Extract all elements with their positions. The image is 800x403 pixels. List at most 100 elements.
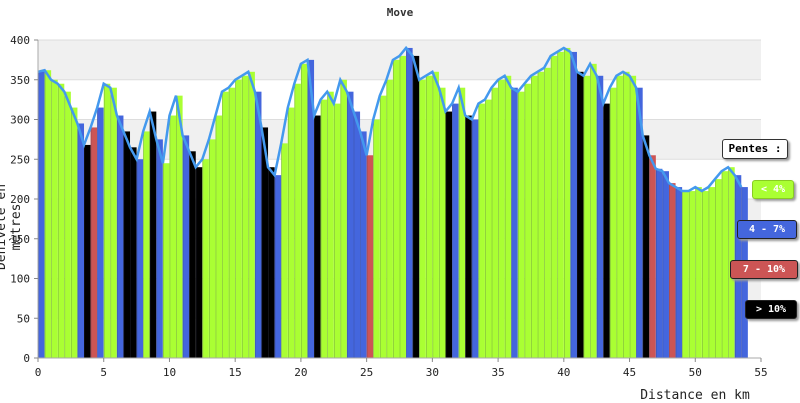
x-tick-label: 15 — [229, 366, 242, 379]
slope-bar — [714, 179, 722, 358]
slope-bar — [445, 111, 453, 358]
slope-bar — [110, 87, 117, 358]
slope-bar — [208, 139, 216, 358]
slope-bar — [471, 119, 479, 358]
slope-bar — [235, 79, 242, 358]
slope-bar — [64, 91, 71, 359]
slope-bar — [51, 79, 58, 358]
slope-bar — [70, 107, 78, 358]
x-tick-label: 20 — [294, 366, 307, 379]
slope-bars — [38, 47, 748, 359]
y-tick-label: 200 — [10, 193, 30, 206]
profile-line — [37, 45, 743, 193]
slope-bar — [156, 139, 163, 358]
chart-title: Move — [386, 6, 414, 19]
slope-bar — [609, 87, 617, 358]
y-tick-label: 250 — [10, 153, 30, 166]
slope-bar — [668, 183, 676, 358]
slope-bar — [366, 155, 374, 358]
elevation-line — [37, 45, 743, 193]
slope-bar — [655, 168, 663, 358]
slope-bar — [419, 79, 426, 358]
slope-bar — [261, 127, 269, 358]
slope-bar — [268, 167, 275, 358]
legend-item-4-7: 4 - 7% — [737, 220, 797, 239]
slope-bar — [162, 163, 170, 358]
slope-bar — [320, 99, 328, 358]
slope-bar — [373, 119, 380, 358]
x-tick-label: 30 — [426, 366, 439, 379]
y-tick-label: 100 — [10, 273, 30, 286]
slope-bar — [452, 103, 459, 358]
slope-bar — [524, 83, 531, 358]
x-tick-label: 45 — [623, 366, 636, 379]
slope-bar — [583, 75, 591, 359]
slope-bar — [629, 75, 637, 359]
slope-bar — [327, 91, 334, 359]
legend-title: Pentes : — [722, 139, 788, 159]
slope-bar — [478, 103, 485, 358]
slope-bar — [340, 79, 347, 358]
slope-bar — [44, 70, 52, 359]
slope-bar — [222, 91, 229, 359]
slope-bar — [649, 155, 656, 358]
slope-bar — [425, 75, 433, 359]
y-tick-label: 150 — [10, 233, 30, 246]
y-tick-labels: 0 50 100 150 200 250 300 350 400 — [10, 34, 30, 365]
slope-bar — [103, 83, 111, 358]
slope-bar — [116, 115, 124, 359]
slope-bar — [596, 75, 604, 359]
slope-bar — [149, 111, 157, 358]
slope-bar — [498, 79, 505, 358]
slope-bar — [570, 51, 577, 359]
slope-bar — [590, 63, 597, 358]
slope-bar — [563, 47, 571, 358]
slope-bar — [636, 87, 643, 358]
slope-bar — [537, 71, 545, 359]
slope-bar — [353, 111, 361, 358]
slope-bar — [399, 55, 407, 359]
slope-bar — [576, 71, 584, 359]
x-tick-label: 55 — [754, 366, 767, 379]
slope-bar — [616, 75, 623, 359]
x-tick-label: 10 — [163, 366, 176, 379]
slope-bar — [77, 123, 85, 358]
slope-bar — [248, 71, 255, 359]
y-tick-label: 300 — [10, 114, 30, 127]
slope-bar — [517, 91, 525, 359]
slope-bar — [314, 115, 321, 359]
slope-bar — [90, 127, 98, 358]
slope-bar — [406, 47, 413, 358]
slope-bar — [38, 71, 45, 359]
y-tick-label: 350 — [10, 74, 30, 87]
slope-bar — [84, 144, 91, 358]
x-axis-label: Distance en km — [640, 388, 750, 403]
slope-bar — [189, 151, 196, 358]
slope-bar — [360, 131, 367, 358]
slope-bar — [550, 55, 558, 359]
slope-bar — [412, 55, 420, 359]
slope-bar — [484, 99, 492, 358]
legend-item-7-10: 7 - 10% — [730, 260, 798, 279]
slope-bar — [511, 87, 518, 358]
slope-bar — [544, 67, 551, 358]
slope-bar — [195, 167, 203, 358]
slope-bar — [274, 175, 282, 358]
slope-bar — [333, 103, 341, 358]
slope-bar — [123, 131, 131, 358]
slope-bar — [176, 95, 183, 359]
slope-bar — [136, 159, 144, 358]
slope-bar — [130, 147, 137, 358]
slope-bar — [603, 103, 610, 358]
slope-bar — [622, 71, 630, 359]
slope-bar — [228, 87, 236, 358]
slope-bar — [57, 83, 65, 358]
legend-item-over-10: > 10% — [745, 300, 797, 319]
slope-bar — [379, 95, 387, 359]
slope-bar — [557, 51, 564, 359]
slope-bar — [202, 159, 209, 358]
slope-bar — [662, 171, 669, 358]
x-tick-labels: 0 5 10 15 20 25 30 35 40 45 50 55 — [35, 366, 768, 379]
slope-bar — [215, 115, 223, 359]
